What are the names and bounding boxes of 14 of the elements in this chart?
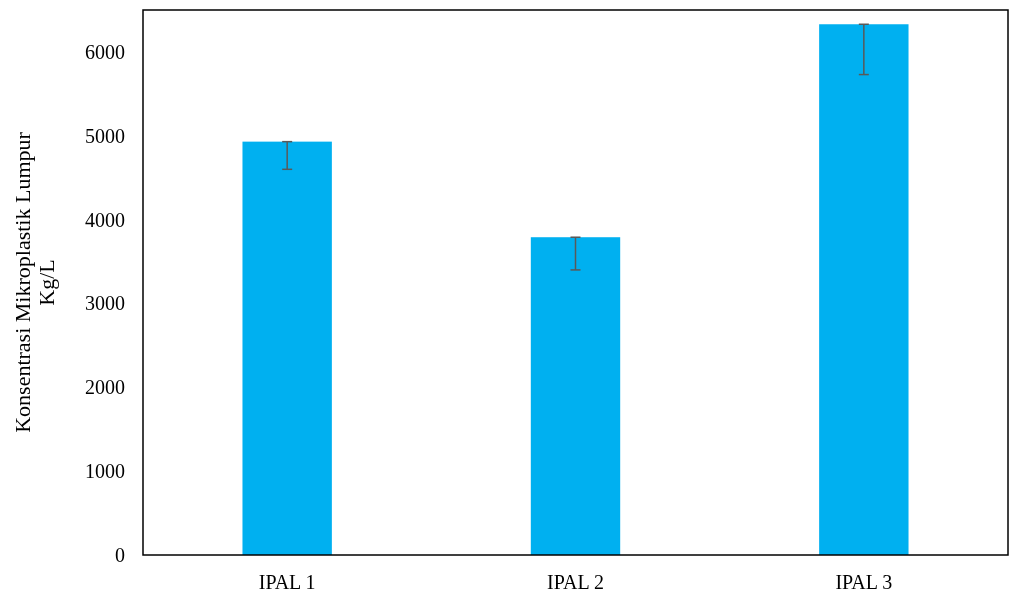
y-tick-label: 3000 [85, 292, 125, 315]
bar [819, 24, 909, 555]
x-tick-label: IPAL 3 [835, 571, 893, 593]
x-tick-label: IPAL 1 [258, 571, 316, 593]
bar [530, 237, 621, 555]
y-tick-label: 2000 [85, 376, 125, 399]
y-tick-label: 1000 [85, 460, 125, 483]
y-tick-label: 4000 [85, 208, 125, 231]
x-tick-label: IPAL 2 [547, 571, 604, 593]
bar [242, 141, 332, 555]
y-tick-label: 0 [115, 544, 125, 566]
y-tick-label: 5000 [85, 124, 125, 147]
y-tick-label: 6000 [85, 40, 125, 63]
y-axis-title: Konsentrasi Mikroplastik Lumpur Kg/L [10, 131, 59, 433]
